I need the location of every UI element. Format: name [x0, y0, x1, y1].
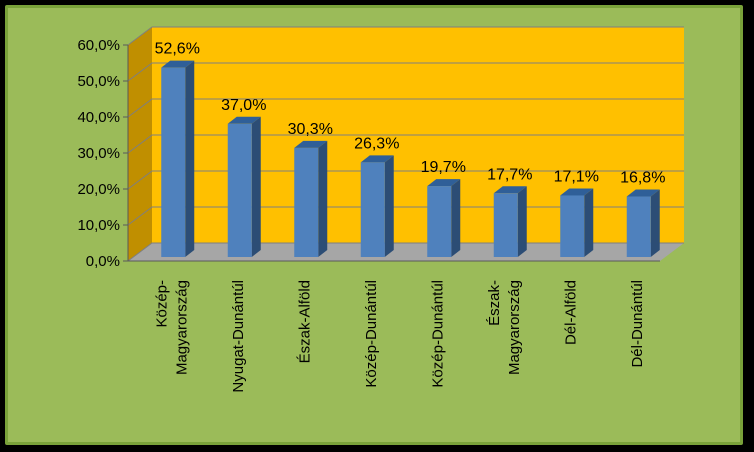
x-tick-label-line: Dél-Alföld	[562, 280, 579, 345]
bar-top	[626, 189, 660, 197]
x-tick-label-line: Dél-Dunántúl	[629, 280, 646, 368]
y-tick-label: 30,0%	[77, 145, 120, 162]
x-tick-label-line: Magyarország	[506, 280, 523, 375]
bar	[560, 195, 585, 257]
data-label: 30,3%	[288, 121, 333, 138]
x-tick-label: Észak- Magyarország	[486, 280, 523, 375]
gridline	[127, 134, 684, 154]
bar-top	[360, 155, 394, 163]
gridline	[127, 98, 684, 118]
gridline	[127, 26, 684, 46]
data-label: 52,6%	[155, 41, 200, 58]
x-tick-label: Észak-Alföld	[296, 280, 313, 363]
y-tick-label: 20,0%	[77, 181, 120, 198]
x-tick-label: Dél-Alföld	[562, 280, 579, 345]
x-tick-label: Dél-Dunántúl	[629, 280, 646, 368]
y-tick-label: 40,0%	[77, 109, 120, 126]
x-tick-label-line: Közép-	[153, 280, 170, 328]
gridline	[127, 170, 684, 190]
bar	[493, 193, 518, 257]
bar	[360, 162, 385, 257]
bar-top	[294, 140, 328, 148]
data-label: 16,8%	[620, 170, 665, 187]
x-tick-label-line: Nyugat-Dunántúl	[230, 280, 247, 393]
bar-side	[517, 186, 527, 257]
data-label: 17,7%	[487, 166, 532, 183]
bar-top	[427, 179, 461, 187]
data-label: 19,7%	[421, 159, 466, 176]
data-label: 17,1%	[554, 168, 599, 185]
x-tick-label-line: Észak-Alföld	[296, 280, 313, 363]
bar	[161, 67, 186, 257]
x-tick-label-line: Közép-Dunántúl	[363, 280, 380, 388]
bar	[294, 147, 319, 257]
x-axis: Közép- Magyarország Nyugat-Dunántúl Észak-A…	[153, 280, 646, 393]
bar	[427, 186, 452, 257]
bar-side	[185, 60, 195, 257]
data-label: 37,0%	[221, 97, 266, 114]
data-label: 26,3%	[354, 135, 399, 152]
bar-side	[384, 155, 394, 257]
y-tick-label: 10,0%	[77, 217, 120, 234]
gridline	[127, 62, 684, 82]
plot-walls	[128, 27, 684, 261]
bar-side	[251, 116, 261, 257]
bar-side	[451, 179, 461, 257]
bar-top	[227, 116, 261, 124]
data-labels: 52,6% 37,0% 30,3% 26,3% 19,7% 17,7% 17,1% 16,8%	[155, 41, 666, 187]
x-tick-label: Nyugat-Dunántúl	[230, 280, 247, 393]
x-tick-label-line: Magyarország	[173, 280, 190, 375]
x-tick-label: Közép- Magyarország	[153, 280, 190, 375]
x-tick-label: Közép-Dunántúl	[363, 280, 380, 388]
bar-side	[650, 189, 660, 257]
y-axis: 0,0% 10,0% 20,0% 30,0% 40,0% 50,0% 60,0%	[77, 37, 660, 270]
y-tick-label: 60,0%	[77, 37, 120, 54]
y-tick-label: 0,0%	[86, 253, 120, 270]
bar-side	[318, 140, 328, 257]
y-tick-label: 50,0%	[77, 73, 120, 90]
x-tick-label-line: Közép-Dunántúl	[429, 280, 446, 388]
x-tick-label-line: Észak-	[486, 280, 503, 326]
floor	[128, 243, 684, 261]
x-tick-label: Közép-Dunántúl	[429, 280, 446, 388]
bar	[227, 123, 252, 257]
bars	[161, 60, 660, 257]
bar-side	[584, 188, 594, 257]
bar-top	[493, 186, 527, 194]
bar-top	[560, 188, 594, 196]
bar-top	[161, 60, 195, 68]
bar	[626, 196, 651, 257]
